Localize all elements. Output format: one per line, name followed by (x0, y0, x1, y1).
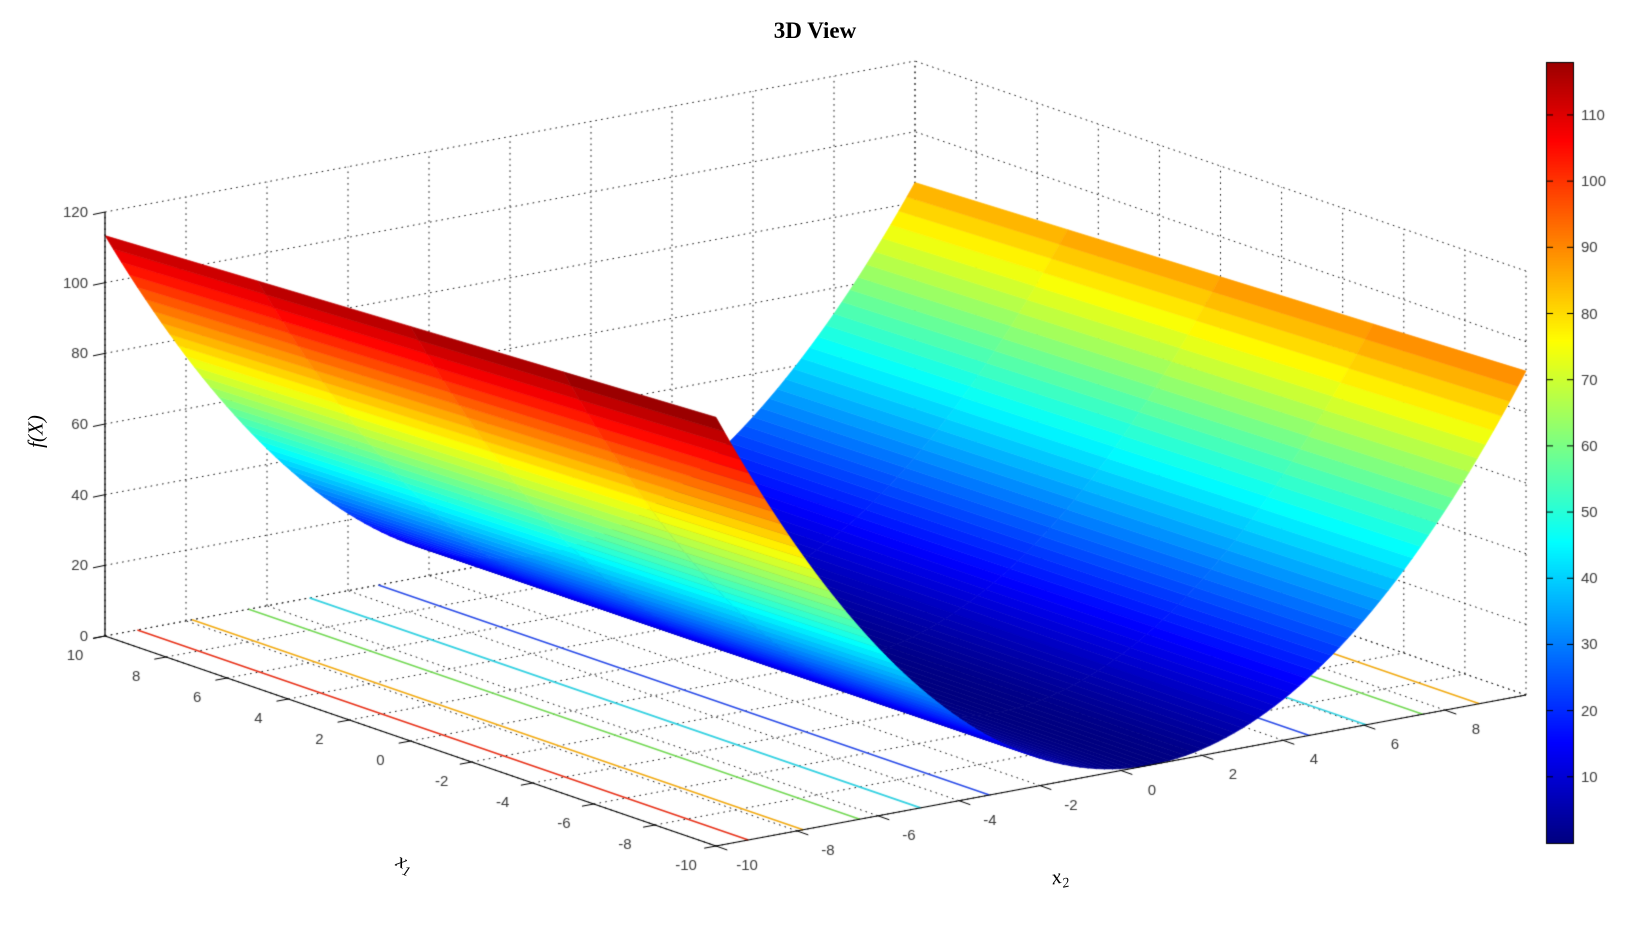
page-title: 3D View (773, 18, 857, 43)
z-axis-label: f(X) (23, 415, 48, 448)
